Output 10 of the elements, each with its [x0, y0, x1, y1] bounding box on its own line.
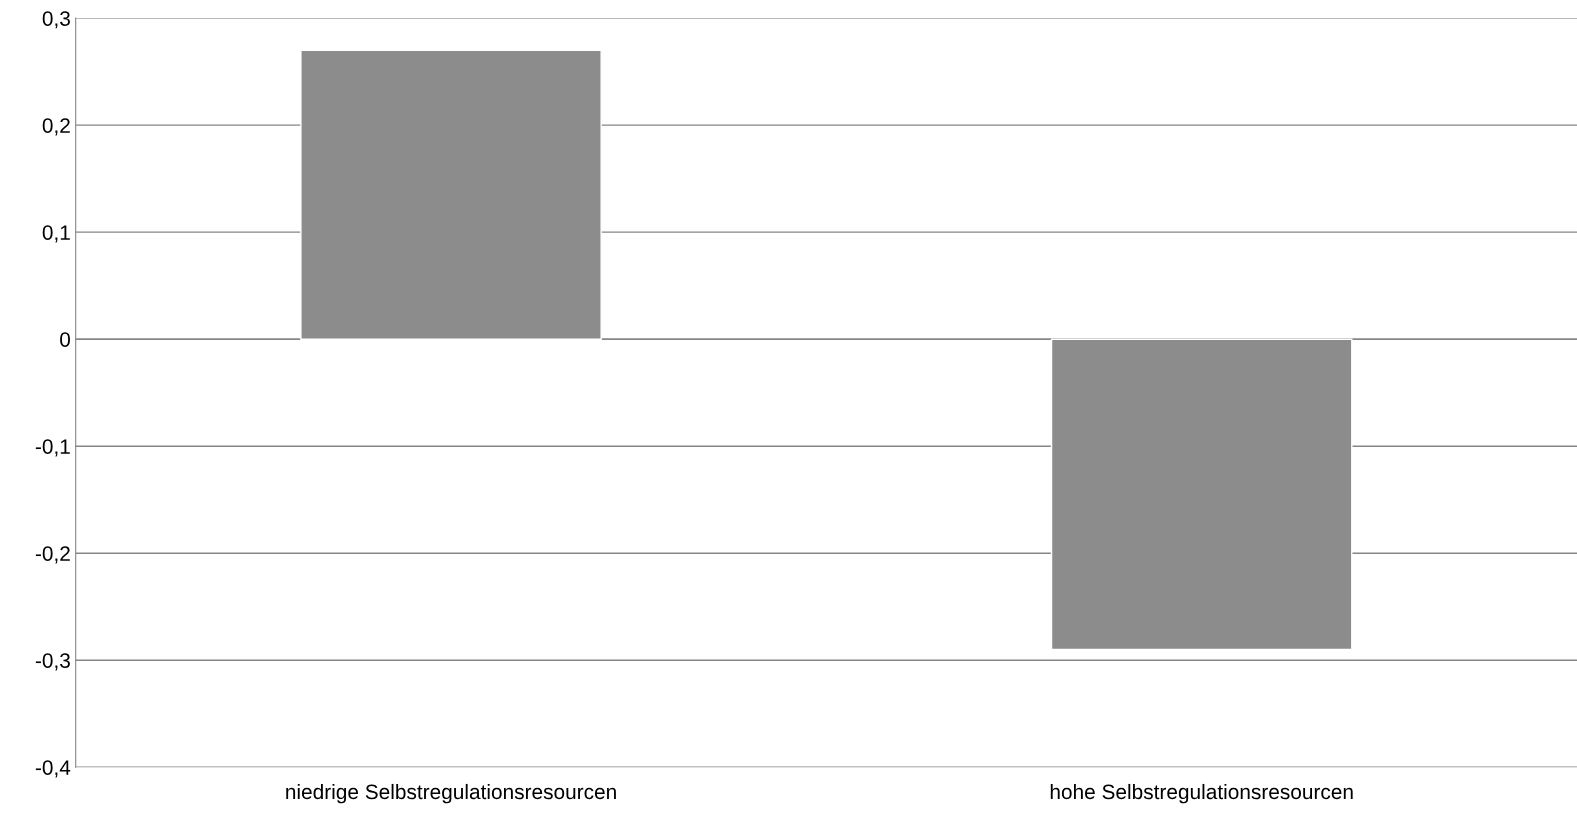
y-tick-label: -0,1 [35, 439, 70, 457]
y-tick-label: 0,1 [42, 225, 70, 243]
y-tick-label: -0,4 [35, 760, 71, 778]
y-tick-label: 0,2 [42, 118, 70, 136]
y-tick-label: -0,2 [35, 546, 70, 564]
y-tick-label: 0 [60, 332, 71, 347]
x-tick-label: hohe Selbstregulationsresourcen [1050, 783, 1353, 804]
y-tick-label: 0,3 [42, 11, 70, 29]
y-tick-label: -0,3 [35, 653, 70, 671]
x-tick-label: niedrige Selbstregulationsresourcen [286, 783, 616, 804]
